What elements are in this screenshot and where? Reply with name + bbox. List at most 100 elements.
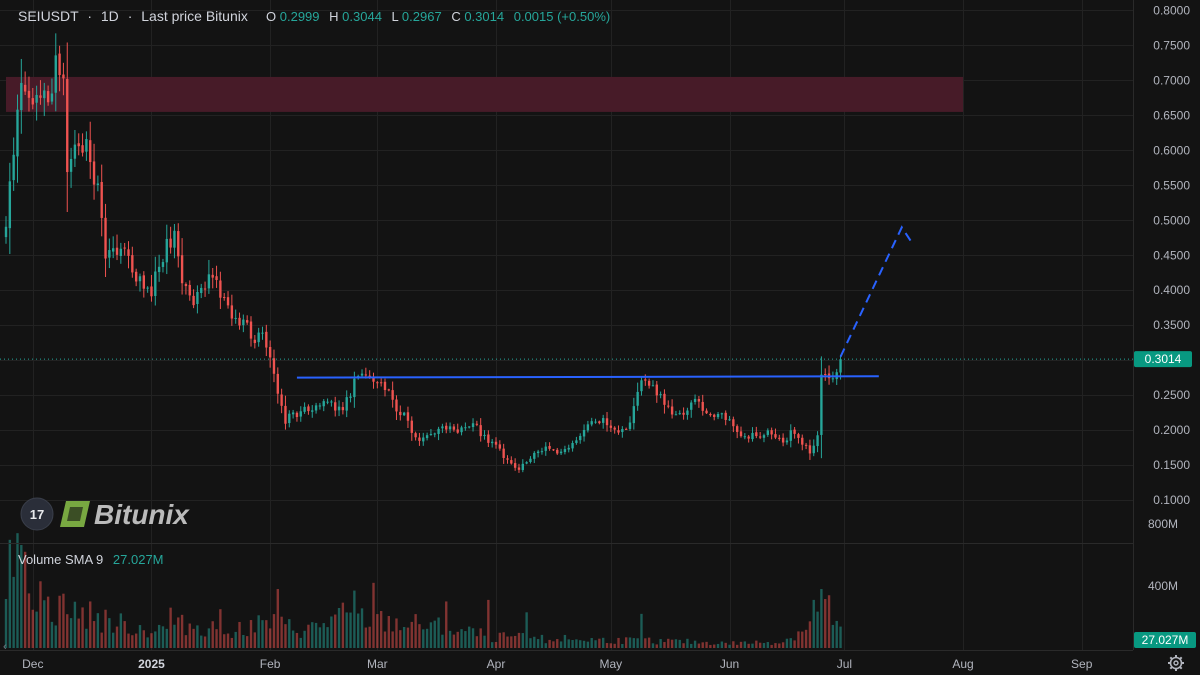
candle-body [433,433,436,435]
volume-bar [441,634,444,648]
candle-body [399,411,402,416]
volume-bar [104,609,107,648]
candle-body [797,434,800,438]
volume-bar [399,630,402,648]
candle-body [602,418,605,423]
volume-bar [735,644,739,648]
volume-bar [184,635,188,648]
volume-bar [801,631,804,648]
candle-body [540,451,544,453]
time-axis[interactable]: Dec 2025 Feb Mar Apr May Jun Jul Aug Sep [22,657,1093,671]
candle-body [402,412,406,416]
price-tick-label: 0.2500 [1153,388,1190,402]
candle-body [345,397,348,411]
volume-bar [16,533,19,648]
volume-bar [284,624,287,648]
volume-bar [337,608,341,648]
volume-bar [559,641,563,648]
candle-body [46,91,50,103]
candle-body [154,271,157,296]
candle-body [230,305,234,319]
candle-body [567,447,570,450]
candle-body [92,161,96,185]
volume-bar [395,618,398,648]
candle-body [594,421,597,423]
candle-body [452,426,456,430]
candle-body [571,442,574,449]
candle-body [66,79,69,173]
candle-body [647,380,651,386]
volume-bar [475,636,479,648]
price-axis[interactable]: 0.8000 0.7500 0.7000 0.6500 0.6000 0.5500 0.50… [1153,3,1190,507]
price-tick-label: 0.3500 [1153,318,1190,332]
candle-body [460,427,463,433]
interval: 1D [101,8,119,24]
candle-body [242,319,245,326]
candle-body [659,394,662,396]
volume-bar [640,613,643,648]
price-tick-label: 0.6500 [1153,108,1190,122]
candle-body [291,412,295,415]
candle-body [513,463,517,468]
volume-bar [724,642,727,648]
candle-body [781,437,785,443]
candle-body [20,82,23,111]
legend-title[interactable]: SEIUSDT · 1D · Last price Bitunix [18,8,248,24]
volume-bar [490,642,494,648]
volume-bar [177,617,180,648]
candle-body [801,437,804,445]
candle-body [490,441,494,444]
price-tick-label: 0.1000 [1153,493,1190,507]
volume-bar [636,638,639,648]
volume-bar [605,643,609,648]
candle-body [219,280,222,298]
candle-body [58,53,61,76]
volume-bar [789,638,792,648]
candle-body [548,446,551,449]
volume-bar [92,621,96,648]
chevron-left-icon[interactable]: ‹ [3,641,7,653]
volume-bar [766,642,769,648]
volume-bar [812,599,815,648]
volume-bar [257,615,260,648]
candle-body [379,382,383,384]
volume-bar [418,624,421,648]
volume-bar [709,644,712,648]
volume-bar [632,638,636,648]
candle-body [104,217,107,259]
candlestick-series[interactable] [4,33,842,473]
volume-bar [219,609,222,648]
volume-legend[interactable]: Volume SMA 9 27.027M [18,552,164,567]
legend-header[interactable]: SEIUSDT · 1D · Last price Bitunix O 0.29… [18,8,610,24]
candle-body [667,405,670,407]
volume-bar [345,612,348,648]
candle-body [437,428,440,434]
volume-bar [621,643,624,648]
candle-body [196,291,199,304]
volume-bar [468,626,471,648]
volume-bar [226,633,230,648]
volume-bar [372,582,375,648]
time-tick-label: May [600,657,623,671]
gear-icon[interactable] [1168,655,1184,671]
candle-body [621,429,624,433]
candle-body [586,424,590,431]
volume-bar [383,631,387,648]
volume-bar [701,642,704,648]
volume-bar [4,598,8,648]
volume-bar [211,621,214,648]
volume-bar [115,626,119,648]
volume-axis[interactable]: 800M 400M [1148,517,1178,593]
candle-body [640,380,643,392]
volume-bar [77,618,80,648]
candle-body [383,381,387,391]
volume-bar [261,620,264,648]
candle-body [529,458,532,463]
volume-bar [506,636,509,648]
candle-body [552,449,555,451]
volume-bar [502,632,505,648]
candle-body [276,373,279,394]
candle-body [690,402,693,410]
